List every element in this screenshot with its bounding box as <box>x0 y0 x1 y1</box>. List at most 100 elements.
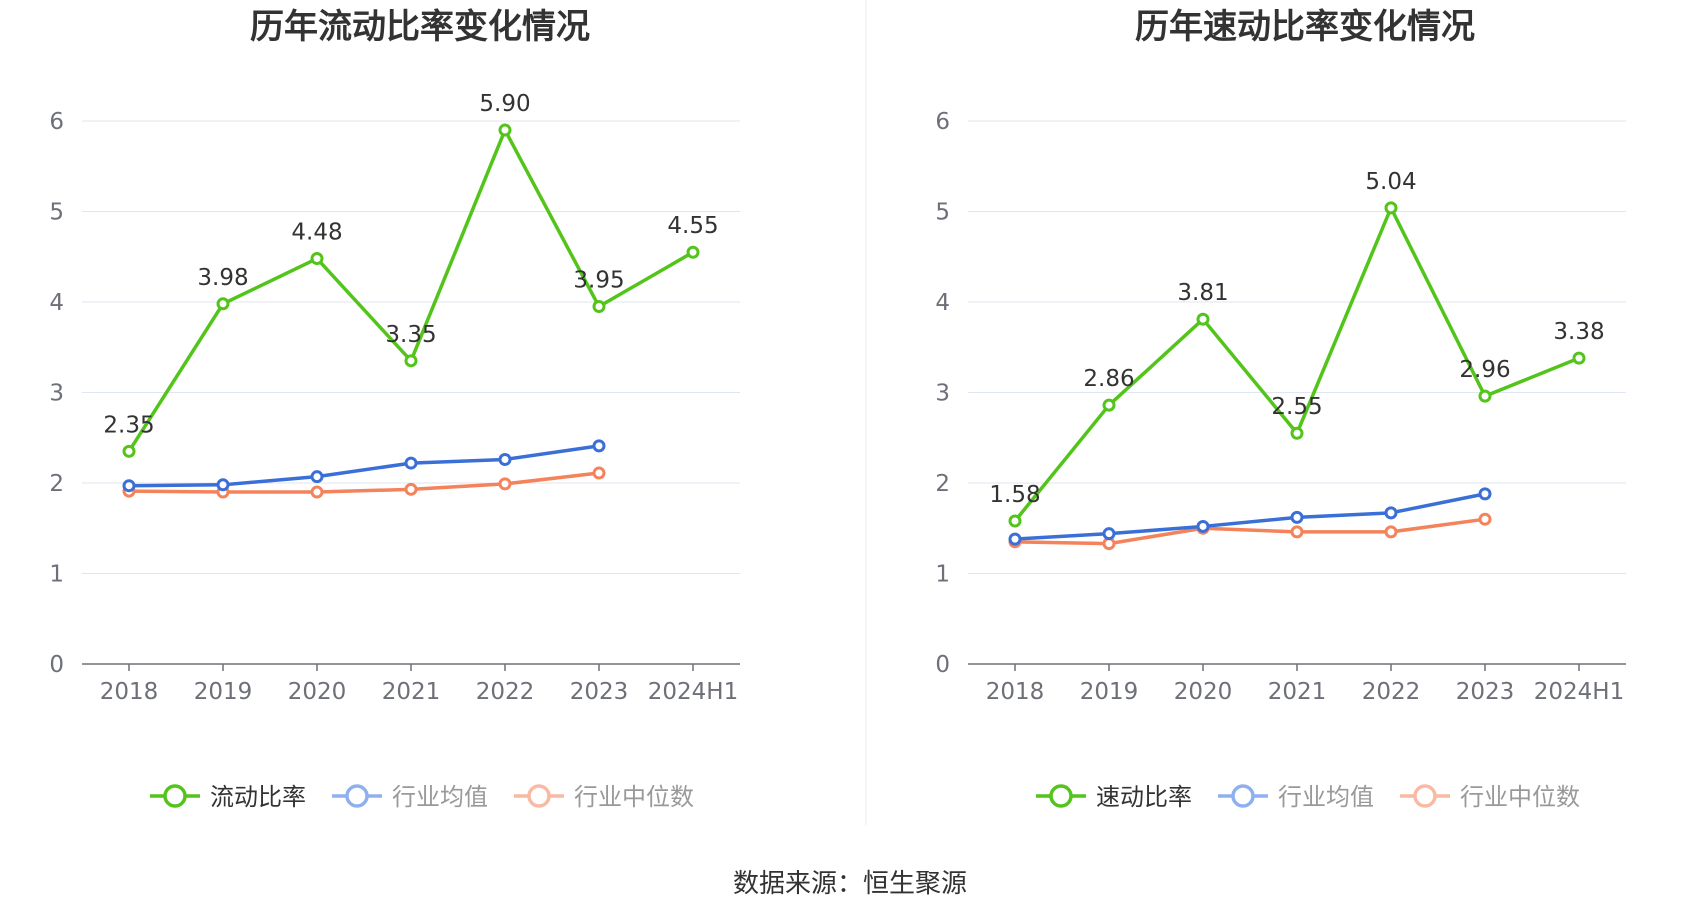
legend-label: 行业中位数 <box>1460 783 1580 811</box>
main-data-point <box>498 123 512 137</box>
legend-item-industry-avg: 行业均值 <box>1218 783 1374 811</box>
data-label: 5.90 <box>479 91 530 117</box>
current-ratio-chart: 历年流动比率变化情况 0 1 2 3 4 5 6 2018 2019 2020 2021 2022 202… <box>49 7 740 811</box>
y-tick-label: 5 <box>49 200 64 226</box>
x-tick-label: 2022 <box>1362 679 1421 705</box>
industry-avg-data-point <box>122 479 136 493</box>
legend-label: 行业均值 <box>392 783 488 811</box>
legend-swatch-marker <box>1049 784 1073 808</box>
y-tick-label: 2 <box>935 471 950 497</box>
data-label: 2.35 <box>103 412 154 438</box>
y-tick-label: 6 <box>935 109 950 135</box>
legend-swatch-marker <box>1231 784 1255 808</box>
main-data-point <box>686 245 700 259</box>
main-data-point <box>1102 398 1116 412</box>
data-label: 3.38 <box>1553 319 1604 345</box>
industry-median-data-point <box>404 482 418 496</box>
x-tick-label: 2020 <box>288 679 347 705</box>
x-tick-label: 2024H1 <box>1534 679 1624 705</box>
quick-ratio-chart: 历年速动比率变化情况 0 1 2 3 4 5 6 2018 2019 2020 2021 2022 202… <box>935 7 1626 811</box>
main-data-point <box>592 300 606 314</box>
x-tick-label: 2021 <box>382 679 441 705</box>
y-tick-label: 1 <box>935 562 950 588</box>
chart-title: 历年速动比率变化情况 <box>1135 7 1475 47</box>
legend-label: 行业均值 <box>1278 783 1374 811</box>
industry-avg-data-point <box>1478 487 1492 501</box>
main-data-point <box>216 297 230 311</box>
data-label: 3.95 <box>573 268 624 294</box>
industry-avg-data-point <box>1008 532 1022 546</box>
x-tick-label: 2019 <box>194 679 253 705</box>
legend-label: 流动比率 <box>210 783 306 811</box>
legend-item-industry-median: 行业中位数 <box>514 783 694 811</box>
y-tick-label: 3 <box>935 381 950 407</box>
industry-avg-data-point <box>1196 519 1210 533</box>
legend-item-industry-median: 行业中位数 <box>1400 783 1580 811</box>
y-tick-label: 5 <box>935 200 950 226</box>
data-source: 数据来源：恒生聚源 <box>733 869 967 899</box>
legend-swatch-marker <box>345 784 369 808</box>
data-label: 5.04 <box>1365 169 1416 195</box>
y-tick-label: 0 <box>49 652 64 678</box>
industry-median-data-point <box>592 466 606 480</box>
industry-avg-data-point <box>592 439 606 453</box>
legend-swatch-marker <box>527 784 551 808</box>
x-tick-label: 2022 <box>476 679 535 705</box>
data-label: 3.35 <box>385 322 436 348</box>
y-tick-label: 6 <box>49 109 64 135</box>
y-tick-label: 4 <box>935 290 950 316</box>
main-data-point <box>404 354 418 368</box>
main-data-point <box>1008 514 1022 528</box>
data-label: 3.98 <box>197 265 248 291</box>
x-tick-label: 2020 <box>1174 679 1233 705</box>
industry-avg-data-point <box>1290 510 1304 524</box>
data-label: 2.55 <box>1271 394 1322 420</box>
x-tick-label: 2018 <box>100 679 159 705</box>
x-tick-label: 2019 <box>1080 679 1139 705</box>
x-tick-label: 2021 <box>1268 679 1327 705</box>
legend-swatch-marker <box>1413 784 1437 808</box>
main-data-point <box>1290 426 1304 440</box>
y-tick-label: 4 <box>49 290 64 316</box>
industry-avg-series-line <box>128 444 600 488</box>
industry-median-series-line <box>128 471 600 494</box>
main-data-point <box>1196 312 1210 326</box>
data-label: 4.48 <box>291 220 342 246</box>
industry-avg-data-point <box>310 470 324 484</box>
x-tick-label: 2018 <box>986 679 1045 705</box>
legend-item-main: 流动比率 <box>150 783 306 811</box>
main-data-point <box>1572 351 1586 365</box>
x-tick-label: 2023 <box>570 679 629 705</box>
data-label: 3.81 <box>1177 280 1228 306</box>
x-tick-label: 2024H1 <box>648 679 738 705</box>
main-data-point <box>1384 201 1398 215</box>
y-tick-label: 2 <box>49 471 64 497</box>
legend-swatch-marker <box>163 784 187 808</box>
chart-title: 历年流动比率变化情况 <box>250 7 590 47</box>
data-label: 2.86 <box>1083 366 1134 392</box>
industry-median-data-point <box>498 477 512 491</box>
industry-avg-series-line <box>1014 492 1486 541</box>
industry-median-data-point <box>310 485 324 499</box>
industry-median-series-line <box>1014 517 1486 546</box>
industry-avg-data-point <box>498 452 512 466</box>
legend-item-main: 速动比率 <box>1036 783 1192 811</box>
y-tick-label: 1 <box>49 562 64 588</box>
industry-median-data-point <box>1290 525 1304 539</box>
industry-median-data-point <box>1384 525 1398 539</box>
legend-label: 速动比率 <box>1096 783 1192 811</box>
industry-avg-data-point <box>216 478 230 492</box>
legend-label: 行业中位数 <box>574 783 694 811</box>
y-tick-label: 3 <box>49 381 64 407</box>
data-label: 2.96 <box>1459 357 1510 383</box>
legend-item-industry-avg: 行业均值 <box>332 783 488 811</box>
main-data-point <box>310 252 324 266</box>
industry-avg-data-point <box>1384 506 1398 520</box>
industry-avg-data-point <box>404 456 418 470</box>
industry-median-data-point <box>1478 512 1492 526</box>
industry-avg-data-point <box>1102 527 1116 541</box>
y-tick-label: 0 <box>935 652 950 678</box>
x-tick-label: 2023 <box>1456 679 1515 705</box>
main-data-point <box>1478 389 1492 403</box>
